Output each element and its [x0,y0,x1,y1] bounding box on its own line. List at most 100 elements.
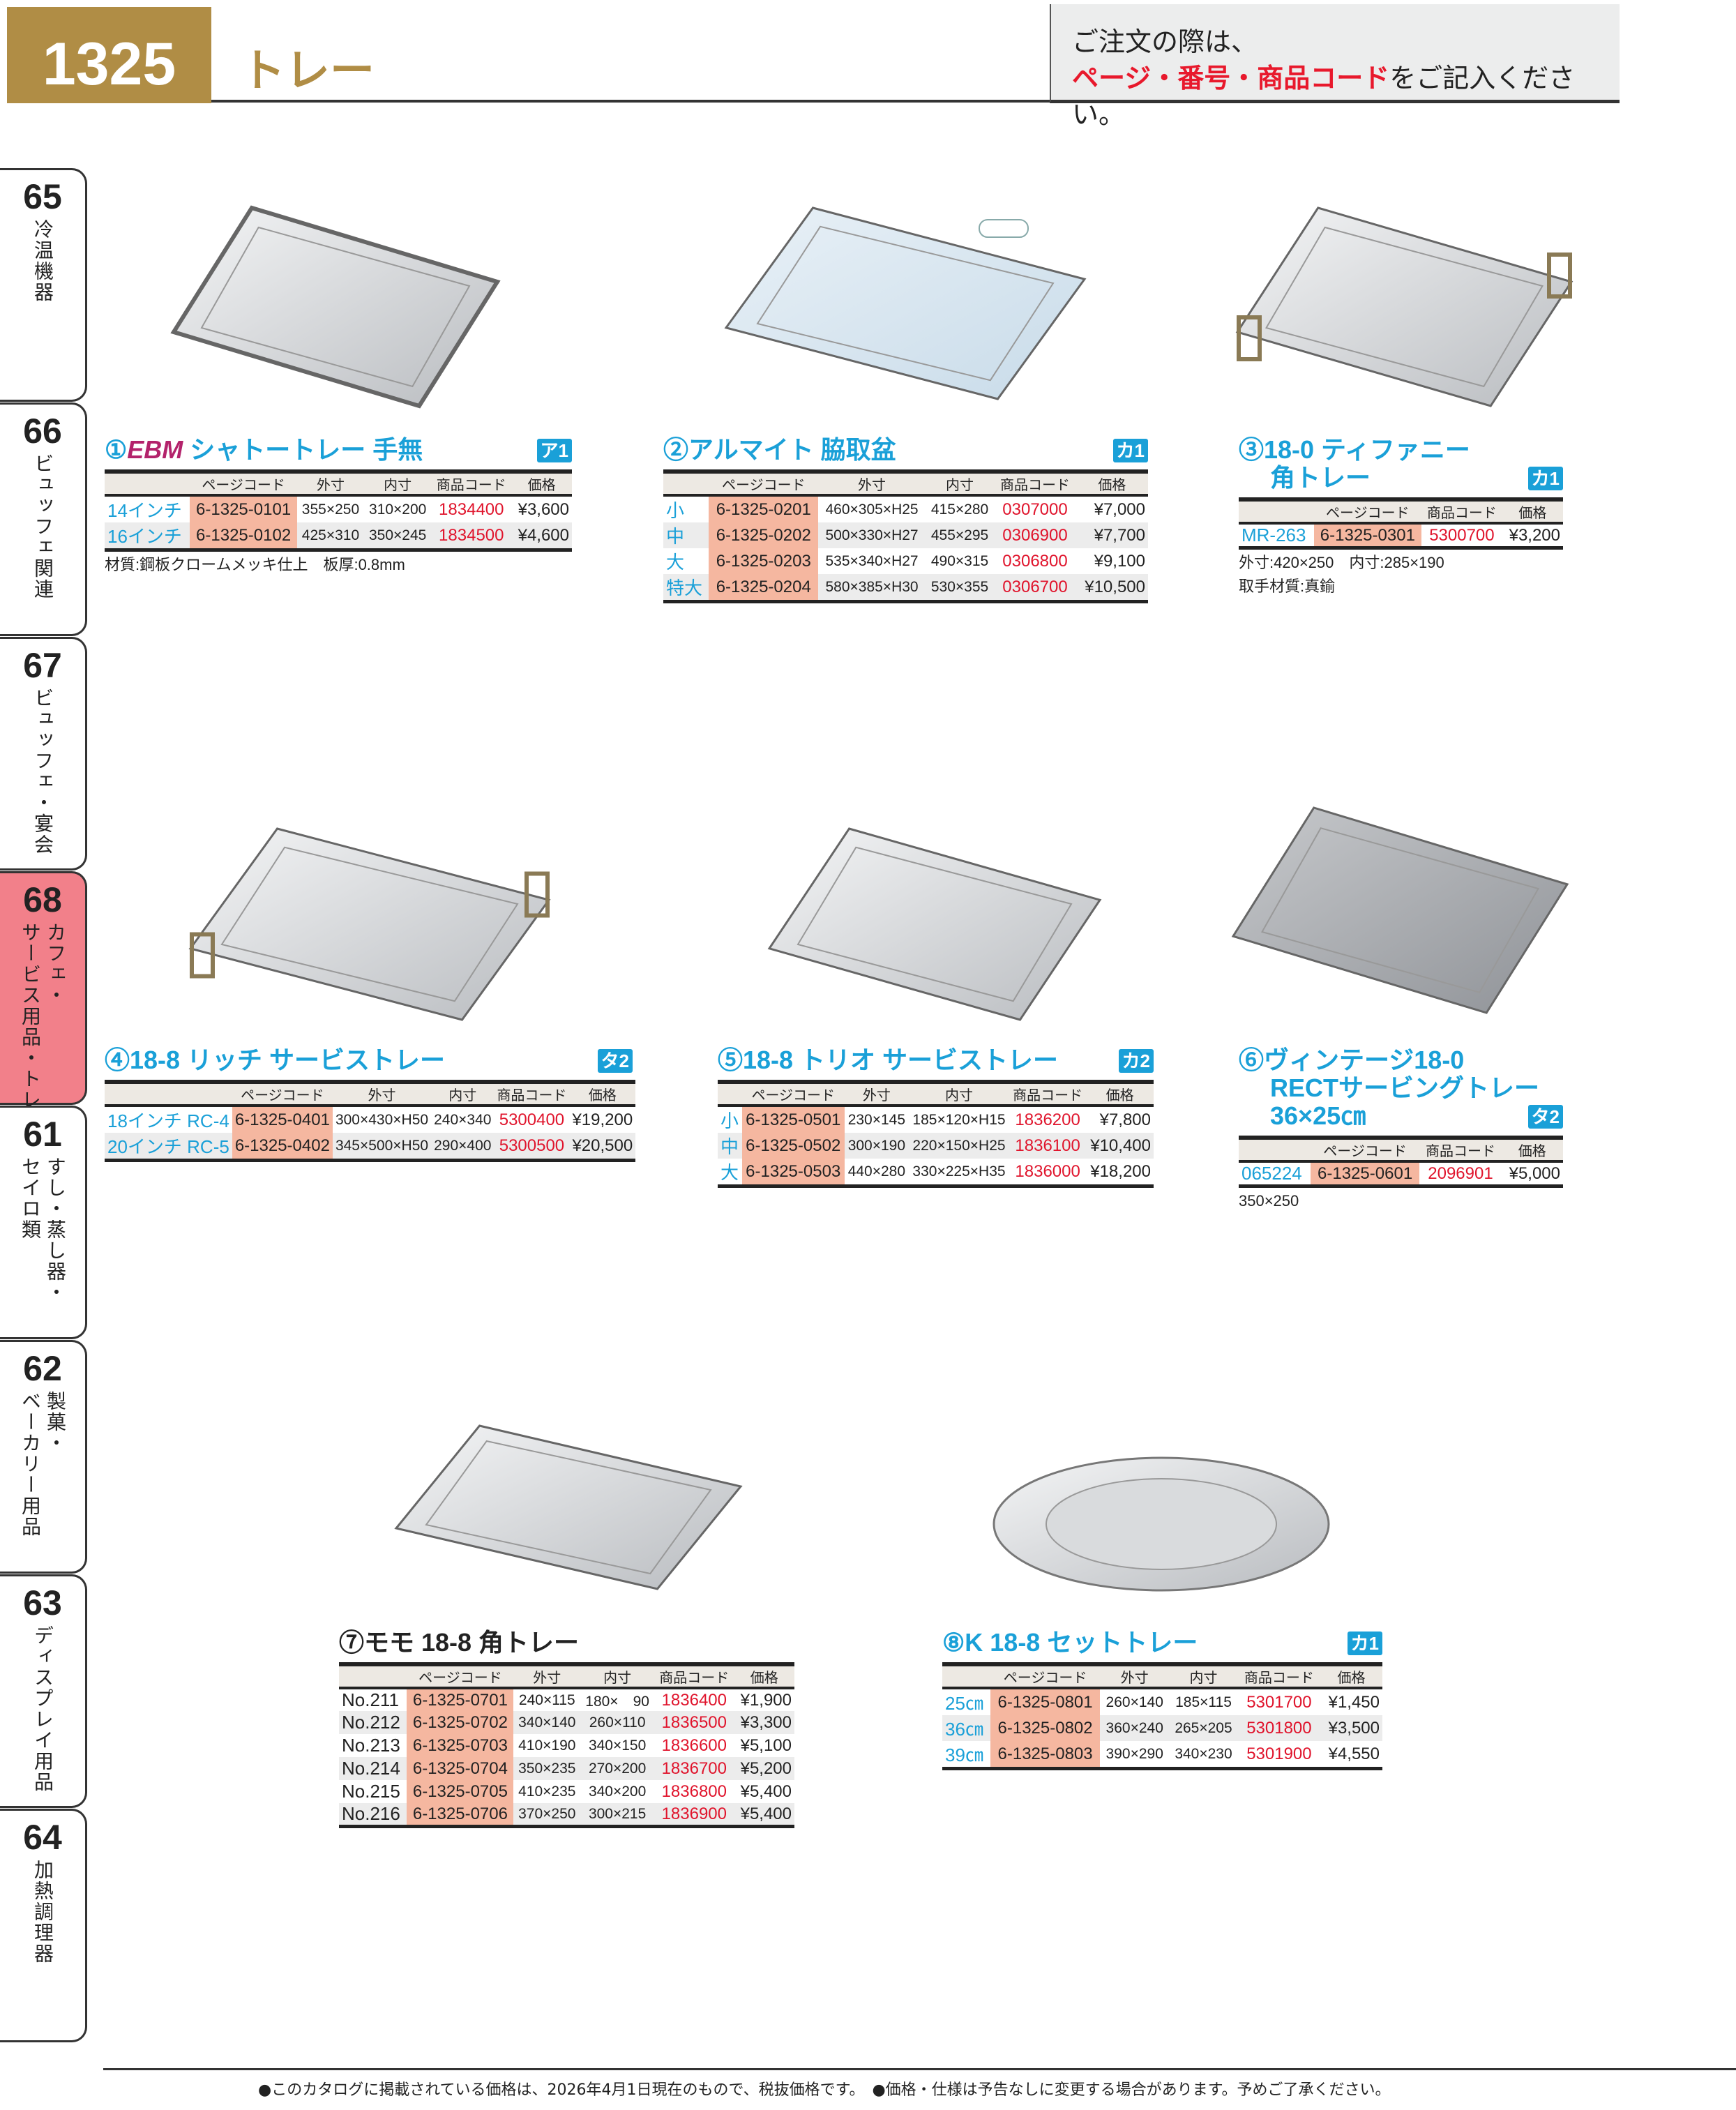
tab-label: 製菓・ ベーカリー用品 [19,1391,67,1537]
category-tab-62[interactable]: 62 製菓・ ベーカリー用品 [0,1340,87,1574]
dimension: 340×200 [588,1783,647,1800]
dimension: 185×115 [1175,1694,1232,1710]
tab-number: 63 [23,1583,62,1622]
product-code: 1836400 [661,1690,727,1710]
tab-number: 65 [23,177,62,216]
tab-label-text: 製菓・ [44,1391,67,1454]
tab-number: 62 [23,1349,62,1388]
product-1: ①EBM シャトートレー 手無 ア1 ページコード 外寸 内寸 商品コード 価格 14インチ 6… [105,436,572,575]
product-title: ③18-0 ティファニー 角トレー カ1 [1239,436,1563,492]
category-tab-67[interactable]: 67 ビュッフェ・宴会 [0,637,87,871]
price: ¥3,300 [734,1711,794,1734]
product-4: ④18-8 リッチ サービストレー タ2 ページコード 外寸 内寸 商品コード 価格 18イン… [105,1046,636,1162]
category-tab-61[interactable]: 61 すし・蒸し器・ セイロ類 [0,1106,87,1339]
table-row: 14インチ 6-1325-0101 355×250 310×200 1834400 ¥3,… [105,495,572,522]
product-code: 5300700 [1429,525,1495,545]
column-header: ページコード [407,1664,514,1689]
column-header [105,472,190,497]
tab-label: すし・蒸し器・ セイロ類 [19,1156,67,1303]
page-code: 6-1325-0401 [232,1106,333,1133]
price: ¥1,450 [1328,1692,1380,1712]
price: ¥9,100 [1094,551,1145,571]
page-code: 6-1325-0203 [709,548,819,574]
row-label: No.216 [339,1803,407,1827]
dimension: 340×140 [513,1711,581,1734]
category-tab-65[interactable]: 65 冷温機器 [0,168,87,402]
spec-table: ページコード 外寸 内寸 商品コード 価格小 6-1325-0501 230×145 185×… [718,1080,1154,1188]
page-code: 6-1325-0701 [407,1688,514,1711]
title-text: ③18-0 ティファニー [1239,435,1470,464]
tab-label-text: 加熱調理器 [31,1860,54,1964]
row-label: 25㎝ [945,1693,983,1714]
dimension: 390×290 [1105,1745,1163,1762]
product-6: ⑥ヴィンテージ18-0 RECTサービングトレー 36×25㎝ タ2 ページコード 商品コ… [1239,1046,1563,1212]
spec-table: ページコード 外寸 内寸 商品コード 価格 18インチ RC-4 6-1325-0401 30… [105,1080,636,1162]
product-title: ②アルマイト 脇取盆 カ1 [663,436,1148,464]
column-header: ページコード [190,472,297,497]
tray-image-4 [188,827,551,1021]
page-code: 6-1325-0301 [1313,523,1422,548]
table-row: MR-263 6-1325-0301 5300700 ¥3,200 [1239,523,1563,548]
page-code: 6-1325-0706 [407,1803,514,1827]
product-2: ②アルマイト 脇取盆 カ1 ページコード 外寸 内寸 商品コード 価格小 6-1325-020… [663,436,1148,603]
tab-number: 67 [23,646,62,685]
price: ¥4,550 [1328,1744,1380,1763]
product-note: 外寸:420×250 内寸:285×190 [1239,554,1444,571]
category-badge: カ1 [1527,467,1563,490]
category-tab-66[interactable]: 66 ビュッフェ関連 [0,402,87,636]
page-code: 6-1325-0601 [1310,1161,1420,1186]
price: ¥7,700 [1075,522,1148,548]
spec-table: ページコード 商品コード 価格 MR-263 6-1325-0301 5300700 ¥3,… [1239,497,1563,550]
column-header: 内寸 [431,1082,495,1107]
price: ¥7,000 [1094,499,1145,519]
product-code: 1836100 [1009,1133,1087,1159]
row-label: 20インチ RC-5 [105,1133,232,1161]
price: ¥3,200 [1509,525,1560,545]
title-text: ⑧K 18-8 セットトレー [942,1628,1198,1657]
dimension: 345×500×H50 [332,1133,432,1161]
column-header: 外寸 [296,472,365,497]
product-code: 0306900 [994,522,1076,548]
row-label: No.215 [342,1781,400,1802]
table-row: 25㎝ 6-1325-0801 260×140 185×115 5301700 ¥1,45… [942,1688,1382,1715]
category-tab-68[interactable]: 68 カフェ・ サービス用品・トレー [0,871,87,1131]
category-tab-64[interactable]: 64 加熱調理器 [0,1809,87,2042]
tray-image-5 [767,827,1102,1021]
title-text: ④18-8 リッチ サービストレー [105,1046,446,1074]
page-code: 6-1325-0101 [190,495,297,522]
dimension: 530×355 [925,574,995,602]
dimension: 580×385×H30 [818,574,926,602]
spec-table: ページコード 外寸 内寸 商品コード 価格 14インチ 6-1325-0101 355×250… [105,469,572,552]
category-badge: タ2 [597,1049,633,1073]
footer-divider [103,2068,1736,2070]
tab-label-text: すし・蒸し器・ [44,1156,67,1303]
tab-label-text: 冷温機器 [31,219,54,303]
product-code: 1834500 [431,522,512,550]
product-title: ⑧K 18-8 セットトレー カ1 [942,1629,1382,1657]
table-header: ページコード 商品コード 価格 [1239,499,1563,525]
column-header: 価格 [1086,1082,1154,1107]
tray-image-3 [1235,206,1573,407]
page-code: 6-1325-0703 [407,1734,514,1757]
page-code: 6-1325-0801 [990,1688,1101,1715]
dimension: 440×280 [847,1163,906,1180]
tray-image-6 [1231,806,1569,1014]
page-number: 1325 [7,7,211,103]
product-code: 0307000 [1002,499,1068,519]
product-code: 2096901 [1428,1163,1493,1183]
category-tab-63[interactable]: 63 ディスプレイ用品 [0,1574,87,1808]
page-code: 6-1325-0705 [407,1780,514,1803]
dimension: 360×240 [1100,1715,1170,1741]
table-row: No.214 6-1325-0704 350×235 270×200 1836700 ¥5… [339,1757,794,1780]
table-row: 36㎝ 6-1325-0802 360×240 265×205 5301800 ¥3,50… [942,1715,1382,1741]
row-label: 特大 [663,574,709,602]
table-header: ページコード 外寸 内寸 商品コード 価格 [105,1082,636,1107]
row-label: 18インチ RC-4 [107,1110,229,1131]
dimension: 240×340 [434,1111,492,1128]
title-text: シャトートレー 手無 [183,435,423,464]
column-header [718,1082,742,1107]
tab-label-text: ベーカリー用品 [19,1391,42,1537]
tab-number: 61 [23,1115,62,1154]
dimension: 290×400 [431,1133,495,1161]
product-7: ⑦モモ 18-8 角トレー ページコード 外寸 内寸 商品コード 価格 No.211 6-13… [339,1629,794,1828]
